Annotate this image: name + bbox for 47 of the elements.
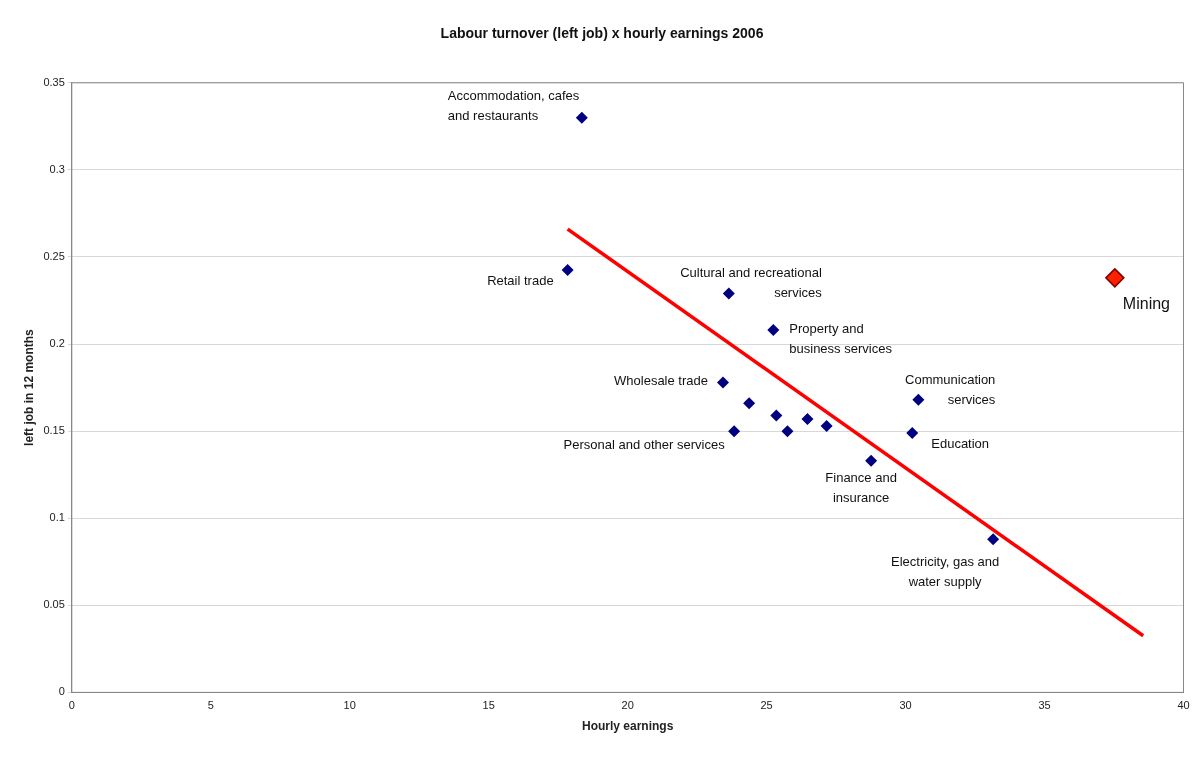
point [767, 324, 780, 337]
annotation: Cultural and recreational services [680, 265, 823, 301]
point [728, 425, 741, 438]
x-tick-label: 0 [68, 699, 75, 712]
point [716, 376, 729, 389]
annotation: Education [931, 436, 990, 452]
annotation: Finance and insurance [825, 470, 897, 506]
point [801, 412, 814, 425]
point [743, 397, 756, 410]
point [906, 426, 919, 439]
annotation: Retail trade [487, 272, 554, 288]
y-tick-label: 0.35 [43, 75, 65, 88]
y-tick-label: 0 [58, 685, 65, 698]
x-tick-label: 20 [621, 699, 634, 712]
annotation: Mining [1122, 295, 1170, 313]
point [912, 393, 925, 406]
x-tick-label: 35 [1038, 699, 1051, 712]
point [1105, 268, 1125, 288]
point [722, 287, 735, 300]
y-axis-title: left job in 12 months [21, 328, 36, 446]
annotation: Communication services [905, 372, 996, 408]
annotation: Accommodation, cafes and restaurants [447, 88, 580, 124]
y-tick-label: 0.2 [49, 337, 65, 350]
point [781, 425, 794, 438]
point [770, 409, 783, 422]
x-tick-label: 5 [207, 699, 214, 712]
x-axis-title: Hourly earnings [581, 719, 674, 734]
point [865, 454, 878, 467]
point [820, 419, 833, 432]
y-tick-label: 0.1 [49, 511, 65, 524]
x-tick-label: 15 [482, 699, 495, 712]
point [987, 533, 1000, 546]
y-tick-label: 0.3 [49, 162, 65, 175]
annotation: Personal and other services [563, 436, 726, 452]
chart-title: Labour turnover (left job) x hourly earnings 2006 [440, 25, 764, 42]
annotation: Wholesale trade [614, 372, 708, 388]
y-tick-label: 0.05 [43, 598, 65, 611]
point [575, 111, 588, 124]
point [561, 264, 574, 277]
x-tick-label: 40 [1177, 699, 1190, 712]
annotation: Electricity, gas and water supply [891, 553, 1000, 589]
x-tick-label: 30 [899, 699, 912, 712]
x-tick-label: 10 [343, 699, 356, 712]
x-tick-label: 25 [760, 699, 773, 712]
annotation: Property and business services [789, 320, 893, 356]
y-tick-label: 0.15 [43, 424, 65, 437]
y-tick-label: 0.25 [43, 250, 65, 262]
